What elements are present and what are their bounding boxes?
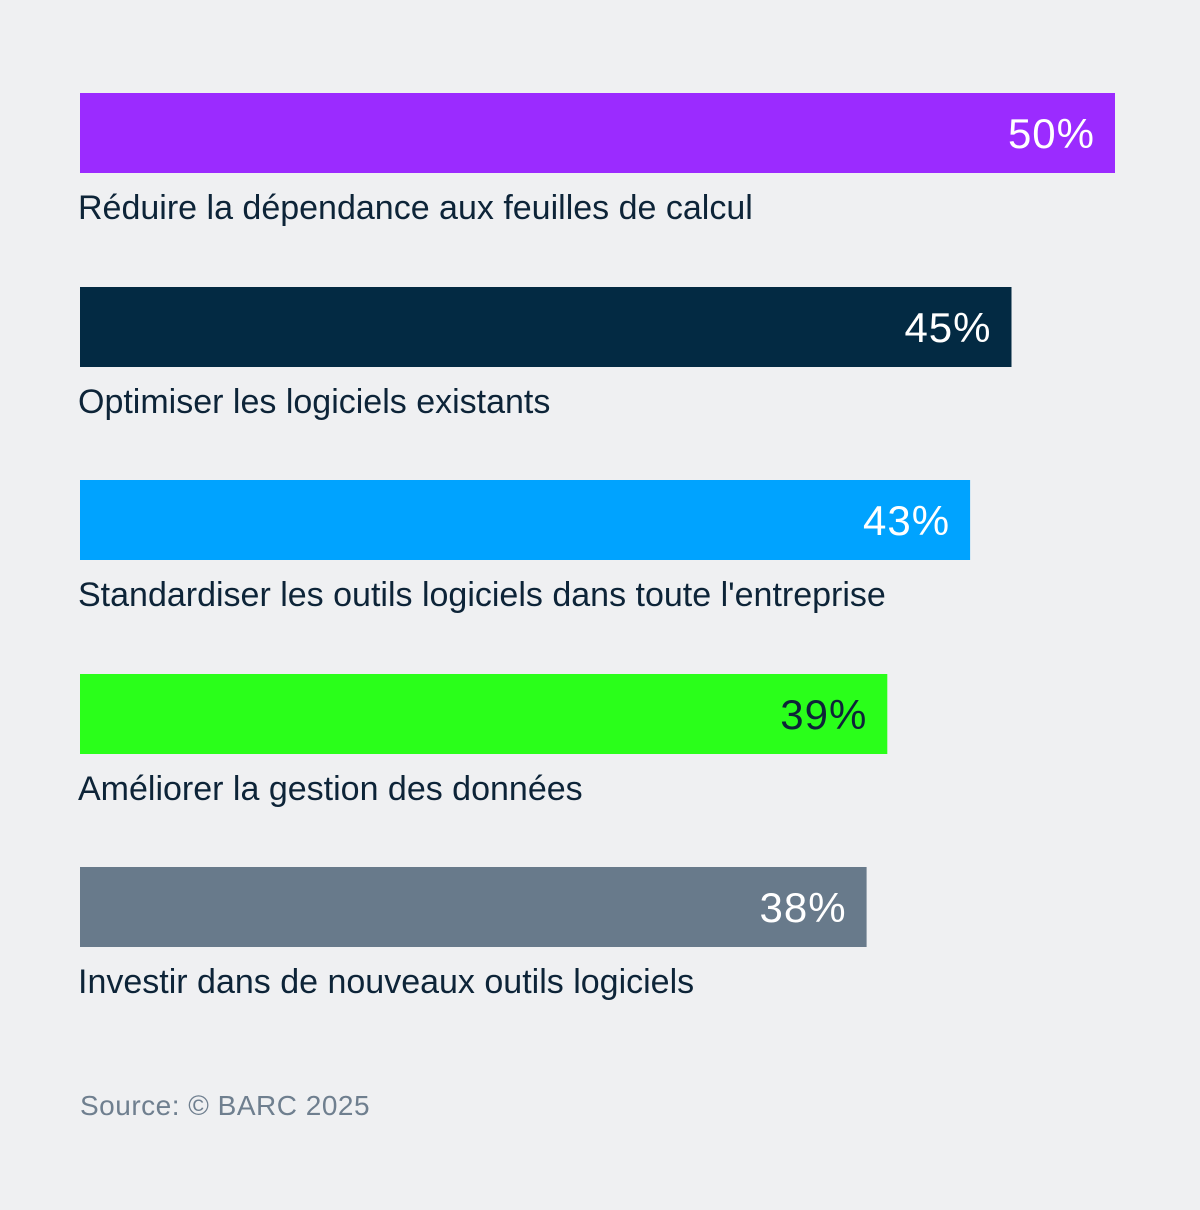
category-label-4: Améliorer la gestion des données	[78, 770, 583, 808]
bar-5	[80, 867, 867, 947]
category-label-5: Investir dans de nouveaux outils logicie…	[78, 963, 694, 1001]
bar-value-label-2: 45%	[904, 304, 991, 351]
category-label-3: Standardiser les outils logiciels dans t…	[78, 576, 886, 614]
bar-value-label-4: 39%	[780, 691, 867, 738]
bar-chart: 50% Réduire la dépendance aux feuilles de…	[78, 93, 1115, 1001]
bar-2	[80, 287, 1012, 367]
category-label-2: Optimiser les logiciels existants	[78, 383, 550, 421]
bar-value-label-5: 38%	[760, 884, 847, 931]
source-note: Source: © BARC 2025	[80, 1090, 371, 1121]
bar-value-label-3: 43%	[863, 497, 950, 544]
category-label-1: Réduire la dépendance aux feuilles de ca…	[78, 189, 753, 227]
bar-value-label-1: 50%	[1008, 110, 1095, 157]
bar-1	[80, 93, 1115, 173]
bar-4	[80, 674, 888, 754]
bar-3	[80, 480, 971, 560]
